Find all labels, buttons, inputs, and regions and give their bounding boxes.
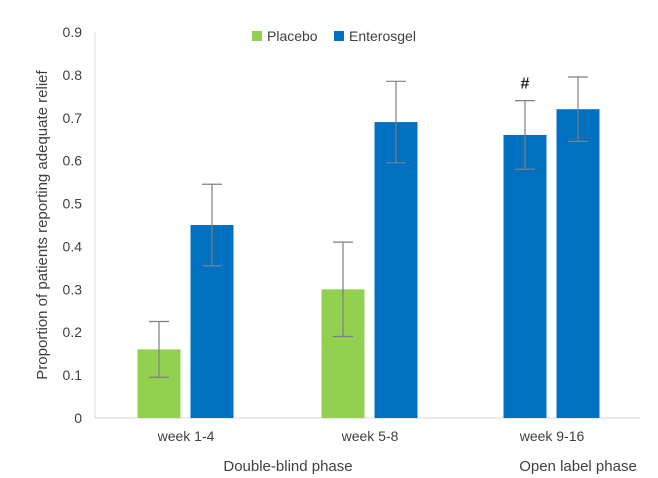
x-category-label: week 1-4: [157, 428, 215, 444]
y-tick-labels: 0 0.1 0.2 0.3 0.4 0.5 0.6 0.7 0.8 0.9: [63, 24, 83, 426]
y-tick-label: 0.1: [63, 367, 83, 383]
y-tick-label: 0.6: [63, 153, 83, 169]
y-tick-label: 0.7: [63, 110, 83, 126]
open-label-bar: [556, 109, 600, 418]
x-category-label: week 9-16: [519, 428, 585, 444]
legend-label-enterosgel: Enterosgel: [349, 28, 416, 44]
open-label-bar: [503, 134, 547, 418]
annotations: #: [521, 76, 530, 93]
legend: Placebo Enterosgel: [252, 28, 416, 44]
y-tick-label: 0: [74, 410, 82, 426]
error-bars: [149, 76, 588, 378]
phase-label: Double-blind phase: [223, 458, 352, 475]
enterosgel-bar: [374, 122, 418, 419]
y-tick-label: 0.5: [63, 196, 83, 212]
y-tick-label: 0.4: [63, 238, 83, 254]
y-tick-label: 0.3: [63, 281, 83, 297]
x-category-label: week 5-8: [341, 428, 399, 444]
y-tick-label: 0.8: [63, 67, 83, 83]
x-category-labels: week 1-4 week 5-8 week 9-16: [157, 428, 585, 444]
y-axis-title: Proportion of patients reporting adequat…: [34, 69, 51, 379]
legend-label-placebo: Placebo: [267, 28, 318, 44]
phase-labels: Double-blind phase Open label phase: [223, 458, 636, 475]
legend-swatch-placebo: [252, 31, 262, 41]
y-tick-label: 0.9: [63, 24, 83, 40]
bars: [137, 109, 600, 419]
phase-label: Open label phase: [519, 458, 637, 475]
significance-marker: #: [521, 76, 530, 93]
legend-swatch-enterosgel: [334, 31, 344, 41]
y-tick-label: 0.2: [63, 324, 83, 340]
